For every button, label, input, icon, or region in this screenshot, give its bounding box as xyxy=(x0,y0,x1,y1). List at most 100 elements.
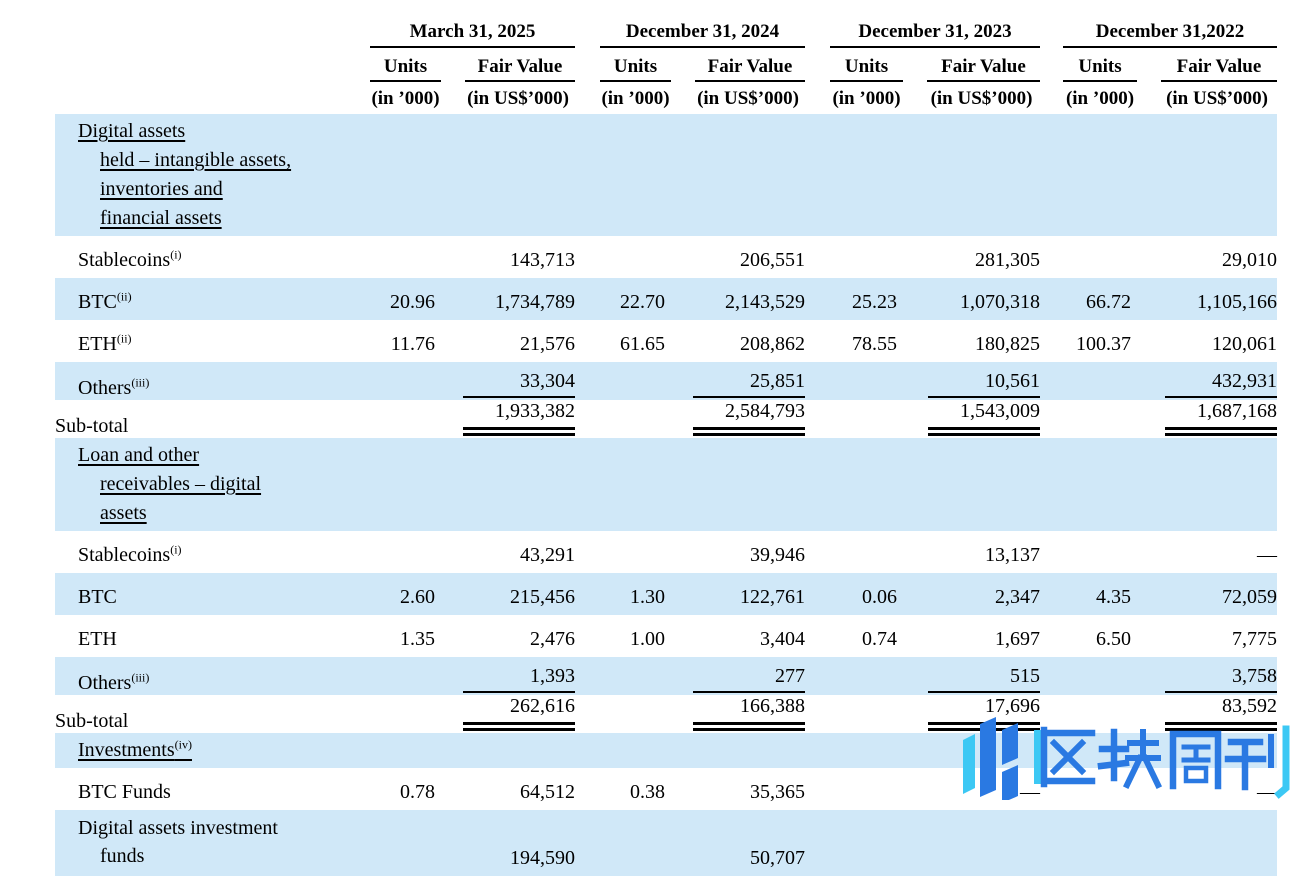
column-group-date: December 31, 2023 xyxy=(830,21,1040,48)
fair-value-cell: 72,059 xyxy=(1137,573,1277,615)
row-label-text: Others xyxy=(78,377,132,399)
row-label-text: Stablecoins xyxy=(78,249,171,271)
subtotal-row: Others(iii) 1,393 277 515 3,758 xyxy=(55,657,1277,695)
fair-value-cell: 7,775 xyxy=(1137,615,1277,657)
units-unit-note-text: (in ’000) xyxy=(371,88,440,109)
fair-value-header: Fair Value xyxy=(441,48,575,82)
units-cell xyxy=(370,531,441,573)
column-spacer xyxy=(575,278,600,320)
cell-value: 1,734,789 xyxy=(495,291,575,313)
row-label-text: Sub-total xyxy=(55,415,129,437)
cell-value: 7,775 xyxy=(1232,628,1277,650)
fair-value-cell: 262,616 xyxy=(441,695,575,733)
fair-value-cell: 3,404 xyxy=(671,615,805,657)
fair-value-cell: 281,305 xyxy=(903,236,1040,278)
column-spacer xyxy=(575,48,600,82)
row-label-line: funds xyxy=(100,845,145,867)
cell-value: 208,862 xyxy=(740,333,805,355)
column-spacer xyxy=(1040,278,1063,320)
units-cell: 1.00 xyxy=(600,615,671,657)
row-label: BTC(ii) xyxy=(55,278,370,320)
cell-value: 3,404 xyxy=(760,628,805,650)
fair-value-cell: 25,851 xyxy=(671,362,805,400)
units-cell: 0.06 xyxy=(830,573,903,615)
fair-value-cell: 13,137 xyxy=(903,531,1040,573)
cell-value: 3,758 xyxy=(1165,665,1277,693)
fair-value-cell: 277 xyxy=(671,657,805,695)
cell-value: 180,825 xyxy=(975,333,1040,355)
column-spacer xyxy=(805,768,830,810)
column-spacer xyxy=(575,615,600,657)
cell-value: 1.35 xyxy=(400,628,435,650)
cell-value: 2,476 xyxy=(530,628,575,650)
fair-value-cell: 122,761 xyxy=(671,573,805,615)
row-label: Others(iii) xyxy=(55,657,370,695)
units-header-label: Units xyxy=(1063,56,1137,82)
section-title-footnote: (iv) xyxy=(174,737,192,752)
fair-value-cell: 1,933,382 xyxy=(441,400,575,438)
fair-value-header: Fair Value xyxy=(903,48,1040,82)
fair-value-cell: 180,825 xyxy=(903,320,1040,362)
units-cell xyxy=(600,236,671,278)
units-unit-note: (in ’000) xyxy=(370,82,441,114)
cell-value: 25.23 xyxy=(852,291,897,313)
cell-value: 277 xyxy=(693,665,805,693)
units-cell xyxy=(370,657,441,695)
units-cell: 25.23 xyxy=(830,278,903,320)
fair-value-cell: 515 xyxy=(903,657,1040,695)
cell-value: 0.78 xyxy=(400,781,435,803)
fair-value-cell: — xyxy=(1137,768,1277,810)
units-cell xyxy=(370,400,441,438)
section-header-cell: Loan and other receivables – digital asset… xyxy=(55,438,1277,531)
units-cell xyxy=(600,531,671,573)
column-spacer xyxy=(805,82,830,114)
watermark-text-glyphs xyxy=(1034,725,1290,799)
cell-value: 4.35 xyxy=(1096,586,1131,608)
fair-value-unit-note-text: (in US$’000) xyxy=(930,88,1033,109)
column-spacer xyxy=(805,573,830,615)
fair-value-cell xyxy=(1137,810,1277,876)
units-cell xyxy=(830,400,903,438)
column-group-date: March 31, 2025 xyxy=(370,21,575,48)
column-spacer xyxy=(1040,400,1063,438)
column-group-date: December 31,2022 xyxy=(1063,21,1277,48)
units-cell xyxy=(1063,236,1137,278)
units-cell xyxy=(600,695,671,733)
fair-value-unit-note-text: (in US$’000) xyxy=(467,88,569,109)
fair-value-cell: 29,010 xyxy=(1137,236,1277,278)
column-spacer xyxy=(1040,82,1063,114)
units-unit-note: (in ’000) xyxy=(1063,82,1137,114)
fair-value-cell: 432,931 xyxy=(1137,362,1277,400)
row-label-footnote: (iii) xyxy=(131,670,150,685)
fair-value-cell: 21,576 xyxy=(441,320,575,362)
column-group-header: December 31, 2023 xyxy=(830,12,1040,48)
fair-value-cell: 1,393 xyxy=(441,657,575,695)
section-title-text: receivables – digital xyxy=(100,473,262,495)
fair-value-unit-note-text: (in US$’000) xyxy=(697,88,799,109)
units-header: Units xyxy=(600,48,671,82)
fair-value-cell: 206,551 xyxy=(671,236,805,278)
row-label-footnote: (iii) xyxy=(131,375,150,390)
section-header-row: Loan and other receivables – digital asset… xyxy=(55,438,1277,531)
row-label-text: BTC xyxy=(78,291,117,313)
row-label-footnote: (i) xyxy=(170,247,182,262)
cell-value: 194,590 xyxy=(510,847,575,869)
cell-value: 72,059 xyxy=(1222,586,1277,608)
column-spacer xyxy=(805,362,830,400)
units-cell: 78.55 xyxy=(830,320,903,362)
units-cell: 11.76 xyxy=(370,320,441,362)
units-cell xyxy=(1063,657,1137,695)
table-corner-blank xyxy=(55,12,370,48)
cell-value: 143,713 xyxy=(510,249,575,271)
units-cell: 100.37 xyxy=(1063,320,1137,362)
row-label-text: ETH xyxy=(78,628,117,650)
table-row: Digital assets investment funds 194,590 50,… xyxy=(55,810,1277,876)
row-label-footnote: (ii) xyxy=(116,289,132,304)
fair-value-cell: 3,758 xyxy=(1137,657,1277,695)
fair-value-cell: 83,592 xyxy=(1137,695,1277,733)
row-label-line: Digital assets investment xyxy=(78,817,278,839)
column-spacer xyxy=(575,320,600,362)
unit-note-row: (in ’000) (in US$’000) (in ’000) (in US$’00… xyxy=(55,82,1277,114)
row-label: Stablecoins(i) xyxy=(55,236,370,278)
units-cell xyxy=(600,362,671,400)
